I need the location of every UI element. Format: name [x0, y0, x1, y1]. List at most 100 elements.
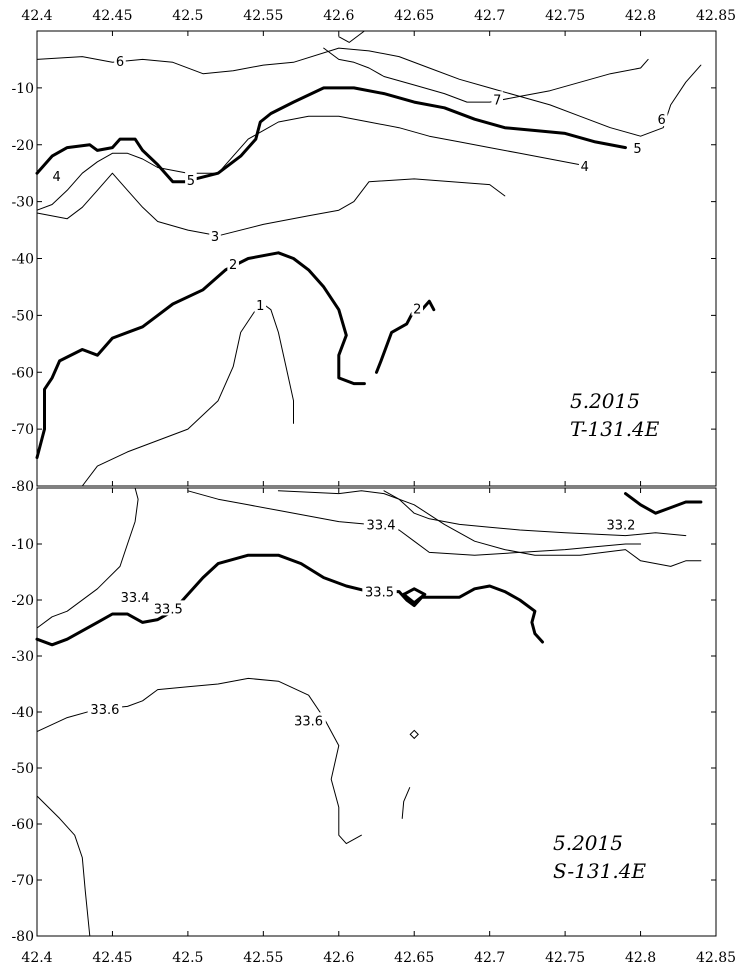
contour-label-bg [655, 111, 668, 127]
diamond-marker [409, 729, 419, 740]
contour-line-7 [338, 30, 365, 43]
contour-label-bg [117, 589, 153, 605]
contour-label-bg [151, 600, 186, 616]
contour-line-2 [420, 299, 436, 312]
contour-label-bg [50, 168, 63, 184]
contour-line-33.4 [36, 487, 139, 629]
temperature-panel: -10-20-30-40-50-60-70-80766554432215.201… [11, 30, 717, 495]
x-tick-label: 42.75 [545, 8, 585, 24]
contour-label: 33.6 [90, 703, 119, 718]
contour-line-33.5 [402, 587, 427, 605]
contour-line-33.3 [277, 490, 702, 567]
salinity-panel: -10 -20 -30 -40 -50 -60 -70 -80 33.4 33.4 33.2 33.5… [11, 487, 717, 945]
contour-label: 4 [581, 160, 589, 175]
x-tick-label: 42.45 [92, 8, 132, 24]
y-tick-label: -20 [11, 138, 34, 154]
contour-label: 33.4 [121, 591, 150, 606]
x-tick-label: 42.8 [625, 8, 656, 24]
contour-label: 33.6 [294, 714, 323, 729]
x-tick-label: 42.85 [696, 8, 736, 24]
x-tick-label: 42.4 [21, 950, 52, 966]
contour-line-6 [36, 47, 702, 137]
contour-label-bg [227, 256, 239, 272]
x-tick-label: 42.5 [172, 950, 203, 966]
contour-label: 2 [229, 258, 237, 273]
y-tick-label: -70 [11, 422, 34, 438]
contour-label: 2 [413, 303, 421, 318]
panel-annotation: T-131.4E [570, 417, 660, 441]
x-tick-label: 42.5 [172, 8, 203, 24]
contour-line-1 [81, 303, 294, 487]
contour-line-33.4 [187, 490, 642, 556]
contour-line-3 [36, 172, 506, 237]
y-tick-label: -30 [11, 195, 34, 211]
contour-label: 7 [493, 93, 501, 108]
x-tick-label: 42.65 [394, 950, 434, 966]
contour-label-bg [291, 712, 326, 728]
contour-line-33.5 [35, 553, 544, 647]
contour-label-bg [603, 516, 639, 532]
contour-label: 5 [187, 174, 195, 189]
panel-annotation: 5.2015 [570, 389, 640, 413]
y-tick-label: -60 [11, 817, 34, 833]
contour-label-bg [185, 172, 197, 188]
y-tick-label: -70 [11, 873, 34, 889]
y-tick-label: -50 [11, 761, 34, 777]
y-tick-label: -40 [11, 252, 34, 268]
x-tick-label: 42.7 [474, 8, 505, 24]
contour-line-33.6 [401, 787, 411, 819]
y-tick-label: -80 [11, 479, 34, 495]
contour-label: 33.2 [606, 518, 635, 533]
panel-annotation: 5.2015 [553, 831, 623, 855]
contour-label: 1 [256, 299, 264, 314]
contour-label: 33.5 [365, 586, 394, 601]
contour-line-4 [36, 115, 581, 211]
panel-annotation: S-131.4E [553, 859, 646, 883]
contour-label: 33.4 [367, 518, 396, 533]
x-tick-label: 42.45 [92, 950, 132, 966]
contour-label: 6 [116, 55, 124, 70]
contour-line-5 [193, 86, 627, 181]
contour-label: 6 [658, 113, 666, 128]
x-tick-label: 42.4 [21, 8, 52, 24]
x-tick-label: 42.6 [323, 8, 354, 24]
y-tick-label: -30 [11, 649, 34, 665]
contour-line-33.2 [383, 490, 687, 537]
contour-label-bg [363, 516, 399, 532]
contour-label-bg [209, 227, 221, 243]
y-tick-label: -80 [11, 929, 34, 945]
contour-line-2 [375, 308, 416, 374]
y-tick-label: -10 [11, 81, 34, 97]
y-tick-label: -40 [11, 705, 34, 721]
x-tick-label: 42.65 [394, 8, 434, 24]
contour-label-bg [578, 157, 591, 173]
contour-label-bg [87, 701, 123, 717]
contour-label-bg [411, 300, 424, 316]
contour-label-bg [631, 140, 644, 156]
contour-label-bg [254, 297, 267, 313]
x-tick-label: 42.55 [243, 950, 283, 966]
x-tick-label: 42.8 [625, 950, 656, 966]
x-tick-label: 42.85 [696, 950, 736, 966]
contour-line-2 [35, 251, 366, 460]
contour-label: 5 [633, 142, 641, 157]
contour-label: 33.5 [154, 602, 183, 617]
contour-label: 4 [52, 170, 60, 185]
x-axis: 42.4 42.45 42.5 42.55 42.6 42.65 42.7 42.75 42.8… [21, 8, 736, 966]
y-tick-label: -20 [11, 593, 34, 609]
contour-label-bg [362, 583, 397, 599]
y-tick-label: -60 [11, 365, 34, 381]
contour-label-bg [114, 53, 126, 69]
y-tick-label: -10 [11, 537, 34, 553]
contour-line-7 [323, 47, 649, 103]
x-tick-label: 42.6 [323, 950, 354, 966]
contour-line-33.6 [36, 677, 362, 845]
x-tick-label: 42.75 [545, 950, 585, 966]
contour-label: 3 [211, 230, 219, 245]
contour-label-bg [491, 91, 504, 107]
contour-line-33.7 [36, 795, 91, 937]
y-tick-label: -50 [11, 308, 34, 324]
contour-line-33.2 [624, 492, 703, 515]
x-tick-label: 42.7 [474, 950, 505, 966]
